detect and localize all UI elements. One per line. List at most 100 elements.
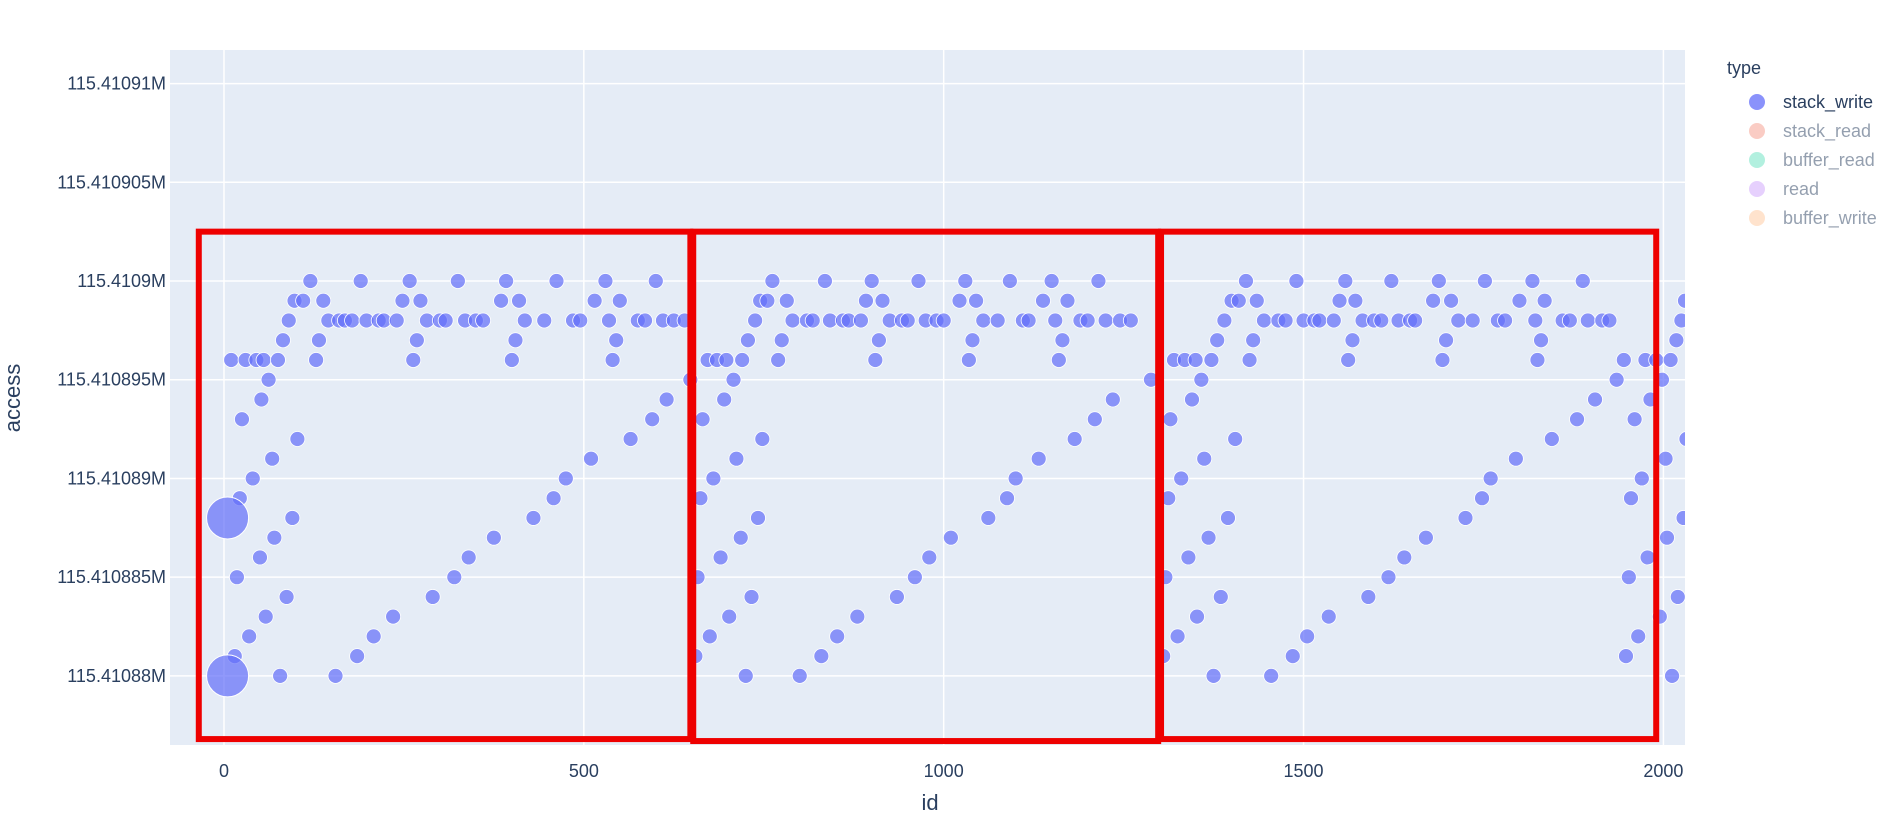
data-point — [728, 450, 745, 467]
data-point — [1344, 332, 1361, 349]
data-point — [1507, 450, 1524, 467]
data-point — [1248, 292, 1265, 309]
data-point — [1189, 608, 1205, 625]
x-tick-label: 500 — [569, 761, 599, 781]
legend: type stack_write stack_read buffer_readrea… — [1727, 58, 1877, 229]
y-tick-label: 115.410905M — [57, 172, 166, 192]
data-point — [1633, 470, 1650, 487]
legend-marker — [1749, 210, 1765, 226]
data-point — [295, 292, 312, 309]
data-point — [867, 352, 884, 368]
data-point — [412, 292, 429, 309]
data-point — [424, 589, 441, 605]
data-point — [1407, 312, 1424, 329]
data-point — [545, 490, 562, 507]
data-point — [935, 312, 952, 329]
data-point — [1529, 352, 1546, 368]
data-point — [1677, 292, 1685, 309]
data-point — [241, 628, 258, 645]
data-point — [858, 292, 874, 309]
data-point — [989, 312, 1006, 329]
data-point — [1536, 292, 1553, 309]
legend-label: stack_write — [1783, 92, 1873, 113]
data-point — [604, 352, 621, 368]
data-point — [732, 529, 749, 546]
data-point — [308, 352, 325, 368]
data-point — [1169, 628, 1186, 645]
data-point — [721, 608, 738, 625]
data-point — [1227, 431, 1244, 447]
data-point — [804, 312, 821, 329]
data-point — [1340, 352, 1357, 368]
data-point — [712, 549, 729, 566]
data-point — [1230, 292, 1247, 309]
data-point — [344, 312, 360, 329]
data-point — [907, 569, 923, 586]
data-point — [980, 510, 997, 526]
data-point — [1678, 431, 1685, 447]
data-point — [311, 332, 327, 349]
data-point — [1630, 628, 1647, 645]
data-point — [1122, 312, 1139, 329]
data-point — [1601, 312, 1618, 329]
data-point — [1450, 312, 1467, 329]
data-point — [278, 589, 295, 605]
data-point — [1311, 312, 1328, 329]
data-point — [701, 628, 718, 645]
legend-title: type — [1727, 58, 1761, 78]
data-point — [408, 332, 425, 349]
highlight-box — [1158, 228, 1660, 743]
data-point — [1675, 510, 1685, 526]
data-point — [272, 667, 289, 684]
data-point — [829, 628, 846, 645]
legend-marker — [1749, 123, 1765, 139]
data-point — [493, 292, 509, 309]
data-point — [264, 450, 281, 467]
data-point — [1277, 312, 1294, 329]
data-point — [647, 273, 664, 289]
data-point — [1438, 332, 1454, 349]
data-point — [1623, 490, 1639, 507]
data-point — [405, 352, 422, 368]
data-point — [1284, 648, 1301, 665]
x-tick-label: 2000 — [1643, 761, 1683, 781]
data-point — [849, 608, 866, 625]
data-point — [784, 312, 801, 329]
data-point — [791, 667, 808, 684]
data-point — [750, 510, 766, 526]
data-point — [1418, 529, 1434, 546]
data-point — [1020, 312, 1037, 329]
data-point — [1325, 312, 1342, 329]
data-point — [1256, 312, 1272, 329]
data-point — [1203, 352, 1220, 368]
plot-background — [170, 50, 1685, 745]
data-point — [871, 332, 887, 349]
data-point — [1574, 273, 1591, 289]
large-data-point — [206, 496, 250, 540]
y-tick-label: 115.4109M — [77, 271, 166, 291]
data-point — [437, 312, 454, 329]
data-point — [637, 312, 653, 329]
data-point — [601, 312, 617, 329]
data-point — [1196, 450, 1213, 467]
data-point — [289, 431, 306, 447]
data-point — [1097, 312, 1114, 329]
data-point — [365, 628, 382, 645]
data-point — [266, 529, 283, 546]
data-point — [327, 667, 344, 684]
data-point — [1464, 312, 1481, 329]
data-point — [475, 312, 491, 329]
data-point — [644, 411, 661, 428]
x-tick-label: 0 — [219, 761, 229, 781]
legend-marker — [1749, 94, 1765, 110]
data-point — [611, 292, 628, 309]
data-point — [1337, 273, 1354, 289]
data-point — [968, 292, 984, 309]
data-point — [1443, 292, 1459, 309]
y-tick-label: 115.41089M — [67, 468, 166, 488]
data-point — [460, 549, 477, 566]
data-point — [1457, 510, 1474, 526]
data-point — [270, 352, 286, 368]
data-point — [1527, 312, 1544, 329]
